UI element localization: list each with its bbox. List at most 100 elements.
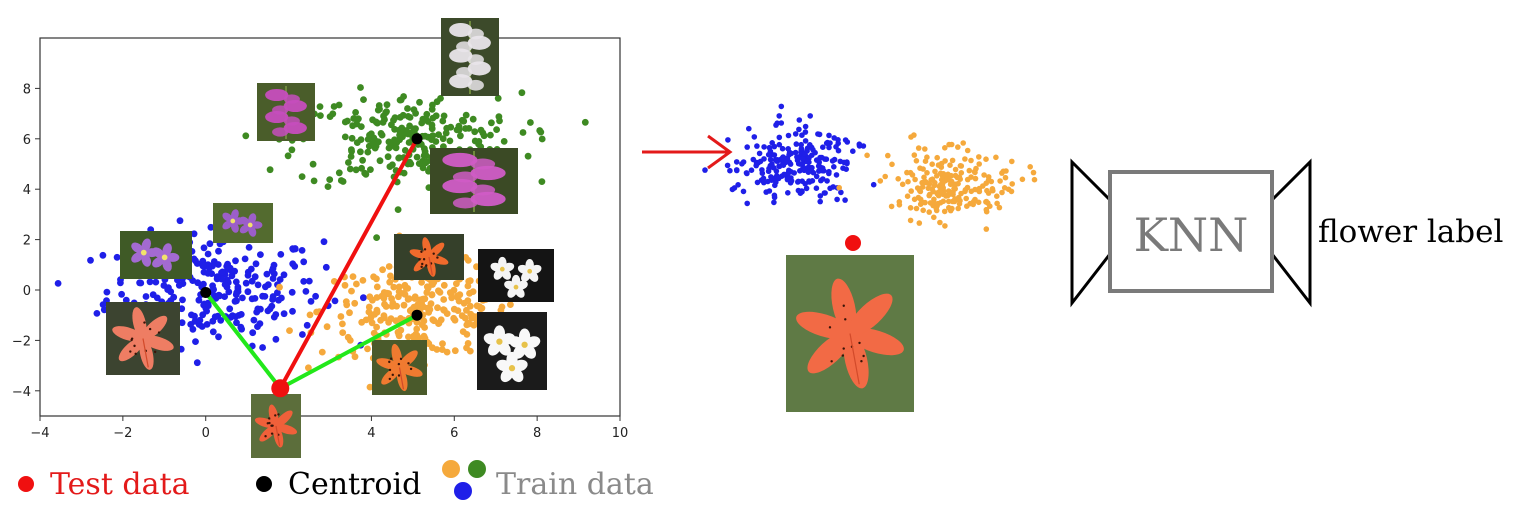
train-cluster-orange-point (371, 310, 379, 318)
legend-centroid-marker (256, 476, 272, 492)
embed-blue-point (725, 137, 731, 143)
legend-train-green (468, 460, 486, 478)
x-tick-label: 0 (202, 426, 210, 441)
embed-blue-point (744, 200, 750, 207)
legend: Test data Centroid Train data (18, 460, 654, 502)
train-cluster-green-point (374, 106, 382, 114)
embed-orange-point (947, 181, 954, 188)
embed-orange-point (943, 193, 949, 199)
train-cluster-orange-point (346, 309, 353, 317)
far-line-green (278, 137, 419, 390)
train-cluster-green-point (376, 157, 384, 165)
embed-blue-point (735, 182, 741, 188)
train-cluster-blue-point (226, 305, 234, 313)
embed-orange-point (955, 194, 962, 201)
train-cluster-blue-point (247, 265, 255, 273)
train-cluster-orange-point (370, 273, 377, 281)
embed-orange-point (934, 154, 940, 161)
embed-blue-point (796, 126, 802, 133)
embed-orange-point (963, 195, 969, 202)
train-cluster-orange-point (466, 302, 474, 310)
train-cluster-green-point (337, 177, 345, 184)
train-cluster-green-point (442, 129, 450, 137)
embed-orange-point (1009, 181, 1015, 187)
embed-orange-point (962, 156, 968, 162)
train-cluster-green-point (428, 121, 436, 129)
embed-blue-point (824, 178, 830, 184)
knn-box (1108, 170, 1274, 293)
embed-orange-point (909, 172, 916, 178)
embed-blue-point (751, 134, 758, 140)
embed-orange-point (948, 190, 955, 196)
embed-orange-point (975, 199, 982, 206)
train-cluster-blue-point (312, 292, 319, 300)
embed-orange-point (960, 140, 966, 146)
embed-blue-point (831, 135, 837, 141)
train-cluster-blue-point (233, 297, 240, 305)
train-cluster-orange-point (429, 344, 436, 352)
embed-orange-point (907, 205, 914, 211)
train-cluster-orange-point (430, 317, 438, 325)
train-cluster-orange-point (450, 305, 458, 313)
train-cluster-green-point (500, 138, 508, 145)
embed-blue-point (802, 123, 809, 130)
train-cluster-blue-point (176, 217, 184, 225)
train-cluster-orange-point (417, 296, 425, 304)
train-cluster-orange-point (286, 327, 293, 334)
train-cluster-green-point (493, 126, 500, 133)
embed-blue-point (778, 120, 785, 126)
train-cluster-blue-point (137, 279, 145, 287)
embed-blue-point (791, 170, 797, 176)
embed-orange-point (999, 170, 1005, 176)
embed-blue-point (810, 169, 817, 176)
train-cluster-orange-point (366, 383, 374, 391)
train-cluster-orange-point (386, 278, 394, 286)
train-cluster-green-point (385, 138, 393, 146)
train-cluster-blue-point (245, 244, 253, 251)
legend-centroid-label: Centroid (288, 467, 421, 502)
embed-orange-point (889, 161, 895, 168)
tiger-lily-thumb-orange (394, 234, 464, 280)
train-cluster-orange-point (373, 323, 380, 331)
embed-orange-point (964, 176, 971, 183)
train-cluster-green-point (357, 136, 365, 144)
embed-orange-point (1031, 176, 1038, 183)
embed-blue-point (785, 146, 791, 152)
near-line-blue (204, 291, 282, 390)
embed-blue-point (788, 178, 795, 184)
embed-orange-point (919, 179, 925, 186)
train-cluster-blue-point (232, 278, 240, 286)
train-cluster-orange-point (390, 283, 398, 291)
train-cluster-orange-point (306, 311, 314, 319)
train-cluster-orange-point (351, 353, 359, 361)
y-tick-label: −2 (12, 334, 31, 349)
train-cluster-blue-point (211, 313, 219, 321)
train-cluster-blue-point (232, 257, 239, 265)
embed-orange-point (983, 156, 989, 162)
train-cluster-blue-point (302, 288, 310, 295)
train-cluster-blue-point (122, 296, 130, 304)
train-cluster-orange-point (468, 314, 476, 322)
train-cluster-blue-point (207, 223, 215, 231)
x-tick-label: 8 (533, 426, 541, 441)
train-cluster-blue-point (268, 267, 276, 275)
embed-blue-point (792, 149, 799, 156)
embed-orange-point (945, 198, 952, 205)
embed-orange-point (919, 184, 926, 190)
train-cluster-green-point (400, 93, 407, 100)
knn-right-funnel (1270, 158, 1312, 308)
embed-orange-point (994, 193, 1000, 199)
y-tick-label: 6 (23, 133, 31, 148)
train-cluster-green-point (352, 109, 359, 116)
train-cluster-green-point (469, 115, 477, 123)
embed-blue-point (822, 190, 828, 196)
embed-orange-point (985, 177, 992, 183)
train-cluster-orange-point (451, 347, 459, 355)
embed-orange-point (927, 191, 933, 198)
train-cluster-orange-point (435, 287, 442, 295)
embed-blue-point (841, 159, 847, 166)
embed-blue-point (771, 192, 778, 199)
train-cluster-orange-point (395, 332, 403, 340)
embed-blue-point (748, 167, 755, 173)
embed-blue-point (769, 161, 775, 167)
